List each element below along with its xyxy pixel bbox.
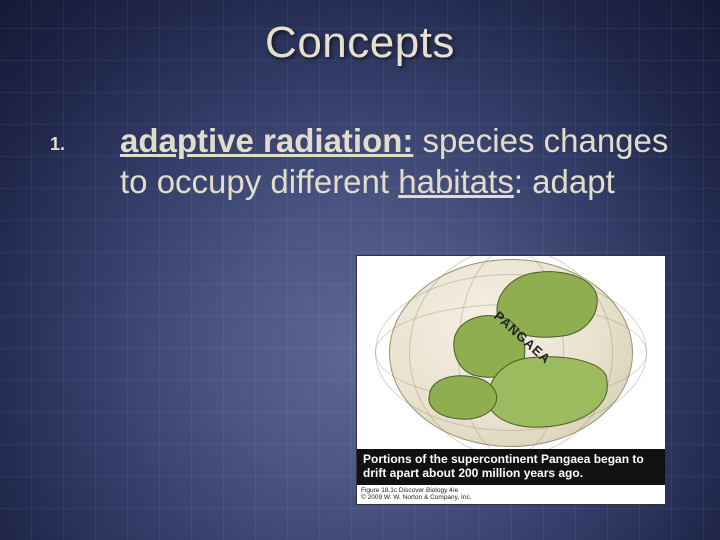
figure-image: PANGAEA <box>357 256 665 449</box>
term: adaptive radiation: <box>120 122 413 159</box>
bullet-number: 1. <box>50 134 65 155</box>
bullet-text: adaptive radiation: species changes to o… <box>120 120 680 203</box>
page-title: Concepts <box>0 18 720 68</box>
figure-credit: Figure 18.1c Discover Biology 4/e © 2009… <box>357 485 665 504</box>
credit-line-1: Figure 18.1c Discover Biology 4/e <box>361 487 661 494</box>
credit-line-2: © 2009 W. W. Norton & Company, Inc. <box>361 494 661 501</box>
bullet-list: 1. adaptive radiation: species changes t… <box>50 120 680 203</box>
globe: PANGAEA <box>389 259 633 447</box>
slide: Concepts 1. adaptive radiation: species … <box>0 0 720 540</box>
definition-part2: : adapt <box>514 163 615 200</box>
figure-caption: Portions of the supercontinent Pangaea b… <box>357 449 665 485</box>
figure: PANGAEA Portions of the supercontinent P… <box>356 255 666 505</box>
definition-underlined: habitats <box>398 163 514 200</box>
